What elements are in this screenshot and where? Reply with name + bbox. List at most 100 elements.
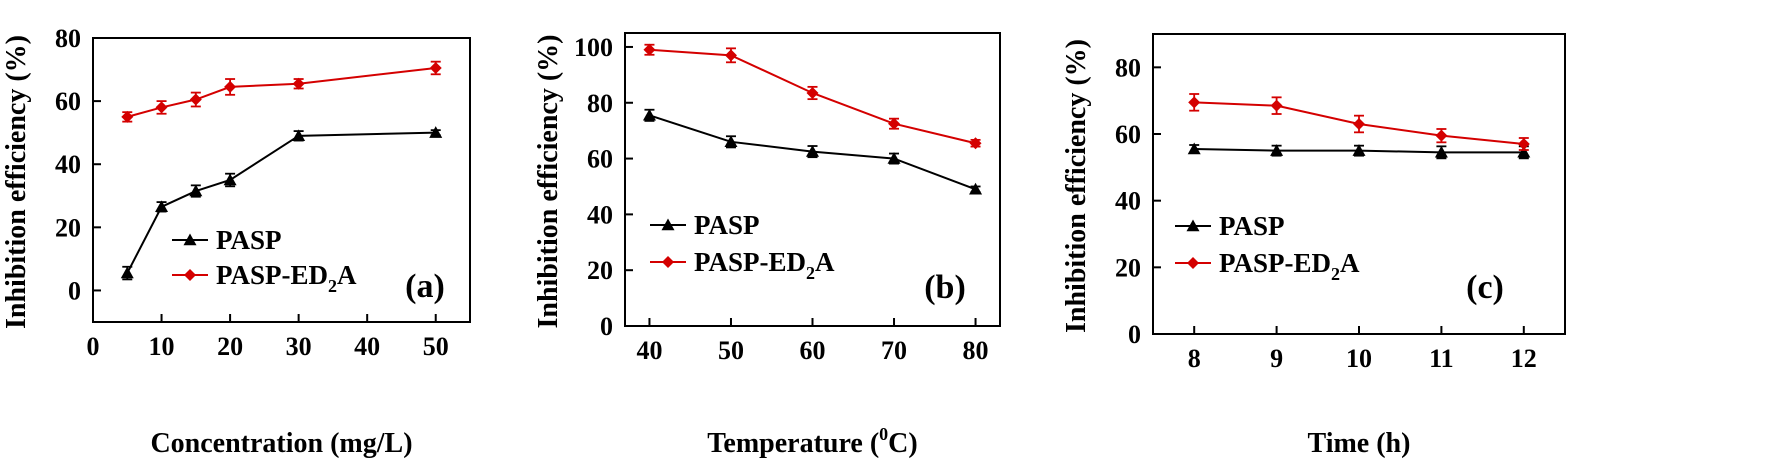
x-axis-label-main: Temperature (: [707, 428, 879, 459]
legend-label-main: PASP-ED: [1219, 248, 1331, 278]
y-axis-label: Inhibition efficiency (%): [1, 35, 32, 329]
series-pasp-ed2a: [121, 60, 442, 123]
series-pasp: [120, 126, 443, 281]
y-tick-label: 20: [1115, 253, 1141, 282]
data-point: [120, 266, 134, 279]
y-tick-label: 40: [587, 200, 613, 229]
y-tick-label: 40: [55, 150, 81, 179]
legend-marker: [1186, 219, 1200, 232]
x-tick-label: 80: [963, 336, 989, 365]
panel-label: (a): [405, 268, 445, 305]
legend-label-main: PASP: [694, 210, 760, 240]
y-tick-label: 80: [587, 89, 613, 118]
data-point: [1353, 118, 1365, 130]
legend-marker: [661, 218, 675, 231]
y-tick-label: 60: [587, 145, 613, 174]
legend-label-suffix: A: [337, 260, 357, 290]
data-point: [292, 77, 305, 90]
data-point: [643, 43, 656, 56]
data-point: [429, 126, 443, 138]
data-point: [223, 173, 237, 186]
legend-label: PASP: [216, 225, 282, 255]
x-tick-label: 50: [718, 336, 744, 365]
series-line: [126, 131, 436, 274]
data-point: [1270, 144, 1284, 156]
x-axis-label: Concentration (mg/L): [150, 428, 412, 459]
y-tick-label: 0: [600, 312, 613, 341]
data-point: [724, 49, 737, 62]
legend-label: PASP: [694, 210, 760, 240]
y-tick-label: 60: [55, 87, 81, 116]
data-point: [121, 110, 134, 123]
x-tick-label: 40: [636, 336, 662, 365]
data-point: [887, 152, 901, 164]
panel-c: 8 9 10 11 12 0 20 40 60 80 Time (h) Inhibition effi…: [1061, 33, 1566, 459]
x-axis-label-suffix: C): [888, 428, 918, 459]
y-tick-label: 20: [587, 256, 613, 285]
y-tick-label: 0: [68, 276, 81, 305]
x-tick-label: 50: [423, 332, 449, 361]
data-point: [969, 182, 983, 195]
data-point: [1517, 138, 1530, 150]
data-point: [189, 93, 202, 106]
legend-marker: [1187, 257, 1199, 269]
data-point: [292, 129, 306, 142]
series-pasp: [642, 108, 983, 195]
series-pasp-ed2a: [643, 43, 982, 150]
legend-label: PASP-ED2A: [216, 260, 357, 296]
y-tick-label: 40: [1115, 187, 1141, 216]
legend-label-main: PASP: [1219, 211, 1285, 241]
series-line: [127, 66, 436, 118]
series-pasp: [1187, 142, 1531, 160]
x-axis-label-superscript: 0: [879, 424, 888, 444]
legend-label-suffix: A: [815, 247, 835, 277]
data-point: [1517, 145, 1531, 158]
legend-label: PASP-ED2A: [694, 247, 835, 283]
y-axis-label: Inhibition efficiency (%): [1061, 39, 1092, 333]
y-tick-label: 80: [55, 24, 81, 53]
legend-marker: [662, 256, 674, 268]
x-tick-label: 30: [286, 332, 312, 361]
data-point: [1434, 145, 1448, 158]
data-point: [189, 184, 203, 197]
data-point: [888, 117, 901, 130]
data-point: [806, 145, 819, 157]
x-tick-label: 10: [1346, 344, 1372, 373]
y-axis-label: Inhibition efficiency (%): [533, 35, 564, 329]
x-tick-label: 9: [1270, 344, 1283, 373]
data-point: [1435, 129, 1448, 142]
legend-marker: [184, 269, 196, 281]
x-axis-label-main: Concentration (mg/L): [150, 428, 412, 459]
x-tick-label: 12: [1511, 344, 1537, 373]
series-pasp-ed2a: [1188, 93, 1530, 151]
panel-label: (b): [924, 269, 966, 306]
legend-label-subscript: 2: [1331, 264, 1340, 284]
panel-a: 0 10 20 30 40 50 0 20 40 60 80 Concentration (mg/L)…: [1, 24, 471, 459]
y-tick-label: 80: [1115, 53, 1141, 82]
y-tick-label: 20: [55, 213, 81, 242]
legend-label-subscript: 2: [806, 263, 815, 283]
data-point: [724, 135, 738, 148]
legend-marker: [183, 233, 197, 246]
data-point: [642, 108, 656, 121]
data-point: [1188, 96, 1201, 109]
x-tick-label: 60: [800, 336, 826, 365]
legend-label: PASP-ED2A: [1219, 248, 1360, 284]
data-point: [1270, 99, 1283, 112]
x-tick-label: 0: [87, 332, 100, 361]
y-tick-label: 100: [574, 33, 613, 62]
x-tick-label: 11: [1429, 344, 1454, 373]
data-point: [969, 137, 982, 150]
y-tick-label: 60: [1115, 120, 1141, 149]
data-point: [224, 80, 237, 93]
data-point: [1187, 142, 1201, 155]
y-tick-label: 0: [1128, 320, 1141, 349]
x-tick-label: 10: [149, 332, 175, 361]
data-point: [1352, 144, 1366, 156]
x-tick-label: 20: [217, 332, 243, 361]
data-point: [429, 61, 442, 74]
x-tick-label: 40: [354, 332, 380, 361]
legend-label-suffix: A: [1340, 248, 1360, 278]
x-axis-label-main: Time (h): [1308, 428, 1411, 459]
